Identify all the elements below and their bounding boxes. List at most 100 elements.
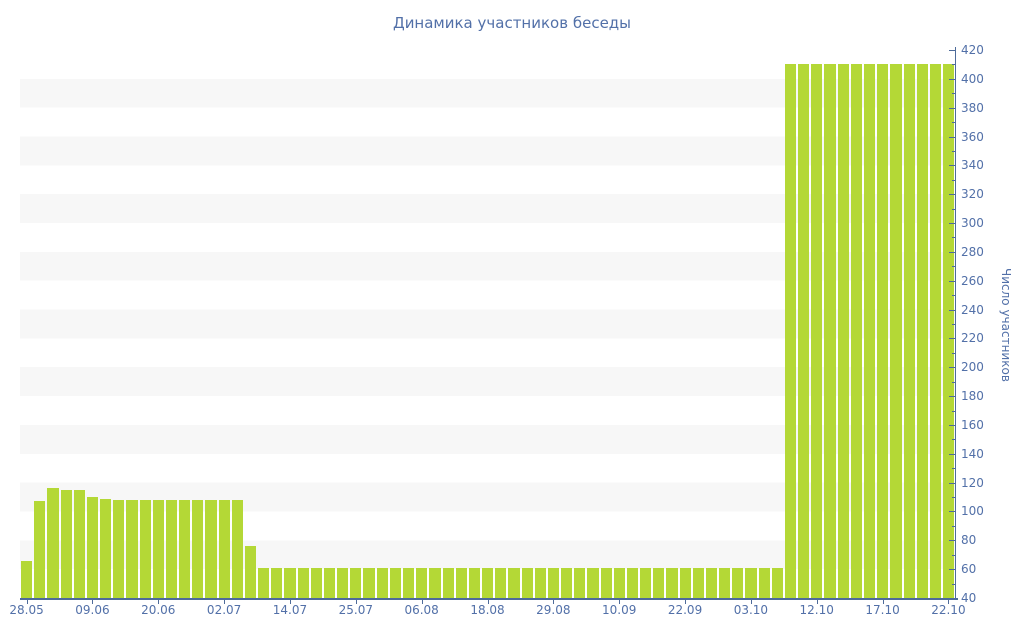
bar-slot	[665, 50, 678, 598]
y-major-tick	[949, 598, 955, 599]
bar-slot	[310, 50, 323, 598]
bar-slot	[362, 50, 375, 598]
y-major-tick	[949, 251, 955, 253]
x-tick	[685, 600, 687, 604]
y-major-tick	[949, 569, 955, 571]
bar-slot	[876, 50, 889, 598]
y-minor-tick	[952, 179, 955, 181]
bar-slot	[389, 50, 402, 598]
x-tick	[355, 600, 357, 604]
bar-slot	[771, 50, 784, 598]
bar	[666, 567, 678, 598]
y-tick-label: 320	[961, 187, 984, 202]
x-tick-label: 03.10	[733, 603, 769, 617]
y-major-tick	[949, 338, 955, 340]
x-tick	[619, 600, 621, 604]
bar	[850, 64, 862, 598]
bar	[943, 64, 955, 598]
bar-slot	[112, 50, 125, 598]
x-tick-label: 18.08	[470, 603, 505, 617]
x-tick-label: 09.06	[75, 603, 110, 617]
y-axis-title: Число участников	[999, 268, 1013, 382]
bar	[416, 567, 428, 598]
plot-area	[20, 50, 955, 598]
bar	[47, 488, 59, 598]
bar	[86, 497, 99, 598]
bar-slot	[165, 50, 178, 598]
y-minor-tick	[952, 583, 955, 585]
bar-slot	[231, 50, 244, 598]
y-major-tick	[949, 424, 955, 426]
bar	[297, 567, 309, 598]
bar-slot	[613, 50, 626, 598]
x-tick	[26, 600, 28, 604]
y-major-tick	[949, 165, 955, 167]
y-major-tick	[949, 223, 955, 225]
bar	[534, 567, 546, 598]
bar	[732, 567, 744, 598]
bar	[521, 567, 533, 598]
x-tick-label: 28.05	[9, 603, 44, 617]
bar	[429, 567, 441, 598]
y-minor-tick	[952, 497, 955, 499]
bar	[442, 567, 454, 598]
x-tick-label: 25.07	[338, 603, 373, 617]
bar-slot	[204, 50, 217, 598]
bar	[798, 64, 810, 598]
bar-slot	[889, 50, 902, 598]
x-tick-label: 20.06	[141, 603, 176, 617]
bar-slot	[731, 50, 744, 598]
chart-title: Динамика участников беседы	[392, 14, 632, 32]
bar	[310, 567, 322, 598]
bar	[864, 64, 876, 598]
bar	[139, 499, 151, 598]
bar-slot	[73, 50, 86, 598]
y-major-tick	[949, 396, 955, 398]
bar-slot	[468, 50, 481, 598]
y-tick-label: 400	[961, 71, 984, 86]
bar	[837, 64, 849, 598]
bar	[126, 499, 138, 598]
bar	[165, 499, 178, 598]
x-tick	[948, 600, 950, 604]
bar	[244, 546, 257, 598]
y-minor-tick	[952, 324, 955, 325]
y-minor-tick	[952, 208, 955, 210]
bar-slot	[573, 50, 586, 598]
bar	[916, 64, 928, 598]
bar-slot	[863, 50, 876, 598]
x-tick	[553, 600, 555, 604]
bar	[152, 499, 164, 598]
y-minor-tick	[952, 439, 955, 441]
bar-slot	[744, 50, 757, 598]
bar-slot	[626, 50, 639, 598]
bar	[719, 567, 731, 598]
y-tick-label: 360	[961, 129, 984, 144]
bar	[258, 567, 270, 598]
bar-slot	[376, 50, 389, 598]
y-tick-label: 40	[961, 591, 977, 605]
y-major-tick	[949, 367, 955, 369]
y-major-tick	[949, 50, 955, 51]
x-tick-label: 10.09	[602, 603, 637, 617]
bar-slot	[86, 50, 99, 598]
x-tick-label: 12.10	[799, 603, 834, 617]
bar	[73, 489, 85, 598]
bar-slot	[152, 50, 165, 598]
bar-slot	[481, 50, 494, 598]
y-major-tick	[949, 309, 955, 311]
bar	[574, 567, 586, 598]
bar	[205, 499, 217, 598]
bar	[376, 567, 388, 598]
bar	[179, 499, 191, 598]
y-minor-tick	[952, 122, 955, 124]
bar-slot	[797, 50, 810, 598]
bar	[218, 499, 230, 598]
y-tick-label: 260	[961, 273, 984, 288]
x-tick-label: 06.08	[404, 603, 439, 617]
bar-slot	[810, 50, 823, 598]
bar-slot	[639, 50, 652, 598]
bar-slot	[534, 50, 547, 598]
y-tick-label: 380	[961, 100, 984, 115]
bar	[284, 567, 296, 598]
